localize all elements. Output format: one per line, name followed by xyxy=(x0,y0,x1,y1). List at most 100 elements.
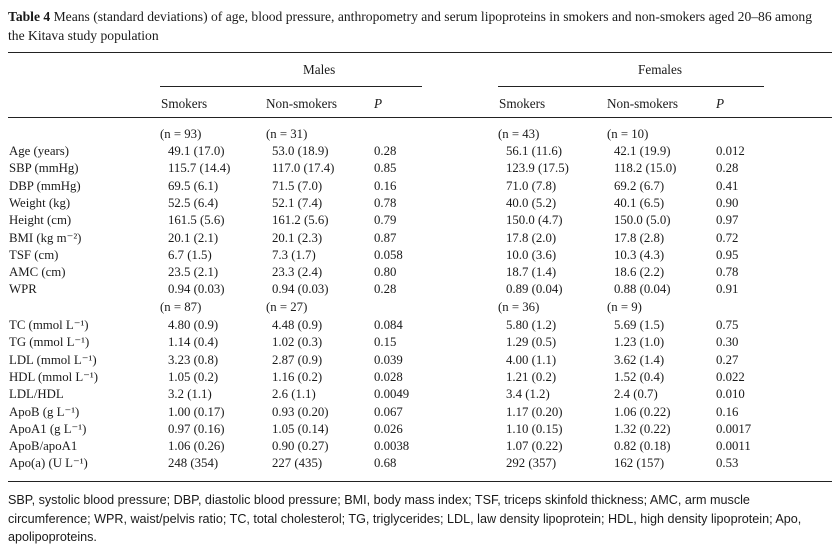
table-row: ApoB/apoA1 1.06 (0.26) 0.90 (0.27) 0.0038 1.… xyxy=(0,439,839,456)
cell-females-smokers: 1.21 (0.2) xyxy=(506,369,557,384)
table-row: Height (cm) 161.5 (5.6) 161.2 (5.6) 0.79 150… xyxy=(0,213,839,230)
cell-females-p: 0.27 xyxy=(716,352,739,367)
cell-females-non-smokers: 5.69 (1.5) xyxy=(614,318,665,332)
cell-females-p: 0.53 xyxy=(716,456,739,471)
sample-size-row: (n = 87) (n = 27) (n = 36) (n = 9) xyxy=(0,300,839,317)
row-label: ApoB/apoA1 xyxy=(9,439,78,454)
cell-males-p: 0.79 xyxy=(374,213,397,228)
cell-females-smokers: 4.00 (1.1) xyxy=(506,352,557,367)
cell-females-p: 0.0017 xyxy=(716,421,752,436)
cell-males-smokers: 3.2 (1.1) xyxy=(168,387,212,402)
table-row: ApoA1 (g L⁻¹) 0.97 (0.16) 1.05 (0.14) 0.026… xyxy=(0,422,839,439)
table-row: AMC (cm) 23.5 (2.1) 23.3 (2.4) 0.80 18.7 (1.… xyxy=(0,265,839,282)
cell-females-p: 0.75 xyxy=(716,318,739,332)
cell-males-non-smokers: 2.87 (0.9) xyxy=(272,352,323,367)
cell-males-non-smokers: 4.48 (0.9) xyxy=(272,318,323,332)
cell-females-smokers: 1.07 (0.22) xyxy=(506,439,563,454)
cell-females-p: 0.78 xyxy=(716,265,739,280)
cell-females-non-smokers: 3.62 (1.4) xyxy=(614,352,665,367)
row-label: LDL/HDL xyxy=(9,387,64,402)
table-row: SBP (mmHg) 115.7 (14.4) 117.0 (17.4) 0.85 12… xyxy=(0,161,839,178)
cell-males-p: 0.78 xyxy=(374,195,397,210)
table-row: ApoB (g L⁻¹) 1.00 (0.17) 0.93 (0.20) 0.067 1… xyxy=(0,405,839,422)
cell-females-p: 0.30 xyxy=(716,335,739,350)
cell-males-non-smokers: 0.93 (0.20) xyxy=(272,404,329,419)
n-females-non-smokers: (n = 9) xyxy=(607,300,642,314)
cell-females-non-smokers: 1.06 (0.22) xyxy=(614,404,671,419)
n-females-non-smokers: (n = 10) xyxy=(607,127,649,141)
cell-males-smokers: 1.00 (0.17) xyxy=(168,404,225,419)
cell-males-non-smokers: 7.3 (1.7) xyxy=(272,247,316,262)
cell-females-non-smokers: 17.8 (2.8) xyxy=(614,230,665,245)
cell-males-smokers: 3.23 (0.8) xyxy=(168,352,219,367)
row-label: BMI (kg m⁻²) xyxy=(9,230,82,245)
table-label: Table 4 xyxy=(8,9,51,24)
group-header-females: Females xyxy=(638,62,682,77)
cell-males-non-smokers: 52.1 (7.4) xyxy=(272,195,323,210)
cell-females-p: 0.91 xyxy=(716,282,739,297)
table-row: BMI (kg m⁻²) 20.1 (2.1) 20.1 (2.3) 0.87 17.8… xyxy=(0,231,839,248)
header-rule xyxy=(8,117,832,118)
cell-females-p: 0.90 xyxy=(716,195,739,210)
cell-males-smokers: 49.1 (17.0) xyxy=(168,144,225,158)
row-label: LDL (mmol L⁻¹) xyxy=(9,352,97,367)
row-label: Age (years) xyxy=(9,144,70,158)
cell-males-p: 0.058 xyxy=(374,247,403,262)
n-males-non-smokers: (n = 31) xyxy=(266,127,308,141)
cell-females-p: 0.41 xyxy=(716,178,739,193)
cell-males-non-smokers: 161.2 (5.6) xyxy=(272,213,329,228)
col-header-females-non-smokers: Non-smokers xyxy=(607,96,679,111)
table-row: Age (years) 49.1 (17.0) 53.0 (18.9) 0.28 56.… xyxy=(0,144,839,161)
table-row: WPR 0.94 (0.03) 0.94 (0.03) 0.28 0.89 (0.04)… xyxy=(0,282,839,299)
bottom-rule xyxy=(8,481,832,482)
table-row: DBP (mmHg) 69.5 (6.1) 71.5 (7.0) 0.16 71.0 (… xyxy=(0,179,839,196)
cell-males-non-smokers: 0.90 (0.27) xyxy=(272,439,329,454)
cell-females-smokers: 0.89 (0.04) xyxy=(506,282,563,297)
n-females-smokers: (n = 43) xyxy=(498,127,540,141)
cell-females-smokers: 5.80 (1.2) xyxy=(506,318,557,332)
row-label: DBP (mmHg) xyxy=(9,178,81,193)
row-label: ApoA1 (g L⁻¹) xyxy=(9,421,87,436)
group-header-males: Males xyxy=(303,62,336,77)
cell-males-p: 0.0038 xyxy=(374,439,410,454)
cell-females-p: 0.95 xyxy=(716,247,739,262)
cell-males-p: 0.028 xyxy=(374,369,403,384)
n-males-non-smokers: (n = 27) xyxy=(266,300,308,314)
cell-males-p: 0.28 xyxy=(374,144,397,158)
cell-females-non-smokers: 0.82 (0.18) xyxy=(614,439,671,454)
row-label: SBP (mmHg) xyxy=(9,161,79,176)
table-row: TG (mmol L⁻¹) 1.14 (0.4) 1.02 (0.3) 0.15 1.2… xyxy=(0,335,839,352)
cell-males-smokers: 6.7 (1.5) xyxy=(168,247,212,262)
cell-females-p: 0.012 xyxy=(716,144,745,158)
row-label: AMC (cm) xyxy=(9,265,66,280)
cell-males-non-smokers: 0.94 (0.03) xyxy=(272,282,329,297)
cell-females-smokers: 3.4 (1.2) xyxy=(506,387,550,402)
cell-females-smokers: 1.29 (0.5) xyxy=(506,335,557,350)
cell-females-p: 0.28 xyxy=(716,161,739,176)
col-header-males-non-smokers: Non-smokers xyxy=(266,96,338,111)
row-label: TC (mmol L⁻¹) xyxy=(9,318,89,332)
row-label: Weight (kg) xyxy=(9,195,71,210)
cell-males-non-smokers: 20.1 (2.3) xyxy=(272,230,323,245)
table-caption: Table 4 Means (standard deviations) of a… xyxy=(8,7,832,45)
cell-males-non-smokers: 2.6 (1.1) xyxy=(272,387,316,402)
row-label: Apo(a) (U L⁻¹) xyxy=(9,456,88,471)
cell-males-p: 0.0049 xyxy=(374,387,410,402)
cell-females-smokers: 71.0 (7.8) xyxy=(506,178,557,193)
cell-males-smokers: 0.94 (0.03) xyxy=(168,282,225,297)
cell-males-smokers: 0.97 (0.16) xyxy=(168,421,225,436)
cell-males-smokers: 1.05 (0.2) xyxy=(168,369,219,384)
cell-females-non-smokers: 162 (157) xyxy=(614,456,665,471)
cell-males-smokers: 1.14 (0.4) xyxy=(168,335,219,350)
n-males-smokers: (n = 93) xyxy=(160,127,202,141)
row-label: Height (cm) xyxy=(9,213,72,228)
cell-males-smokers: 4.80 (0.9) xyxy=(168,318,219,332)
cell-females-non-smokers: 2.4 (0.7) xyxy=(614,387,658,402)
cell-males-p: 0.026 xyxy=(374,421,403,436)
cell-females-non-smokers: 10.3 (4.3) xyxy=(614,247,665,262)
row-label: ApoB (g L⁻¹) xyxy=(9,404,80,419)
cell-males-p: 0.039 xyxy=(374,352,403,367)
col-header-females-smokers: Smokers xyxy=(499,96,546,111)
cell-males-smokers: 248 (354) xyxy=(168,456,219,471)
cell-females-p: 0.010 xyxy=(716,387,745,402)
